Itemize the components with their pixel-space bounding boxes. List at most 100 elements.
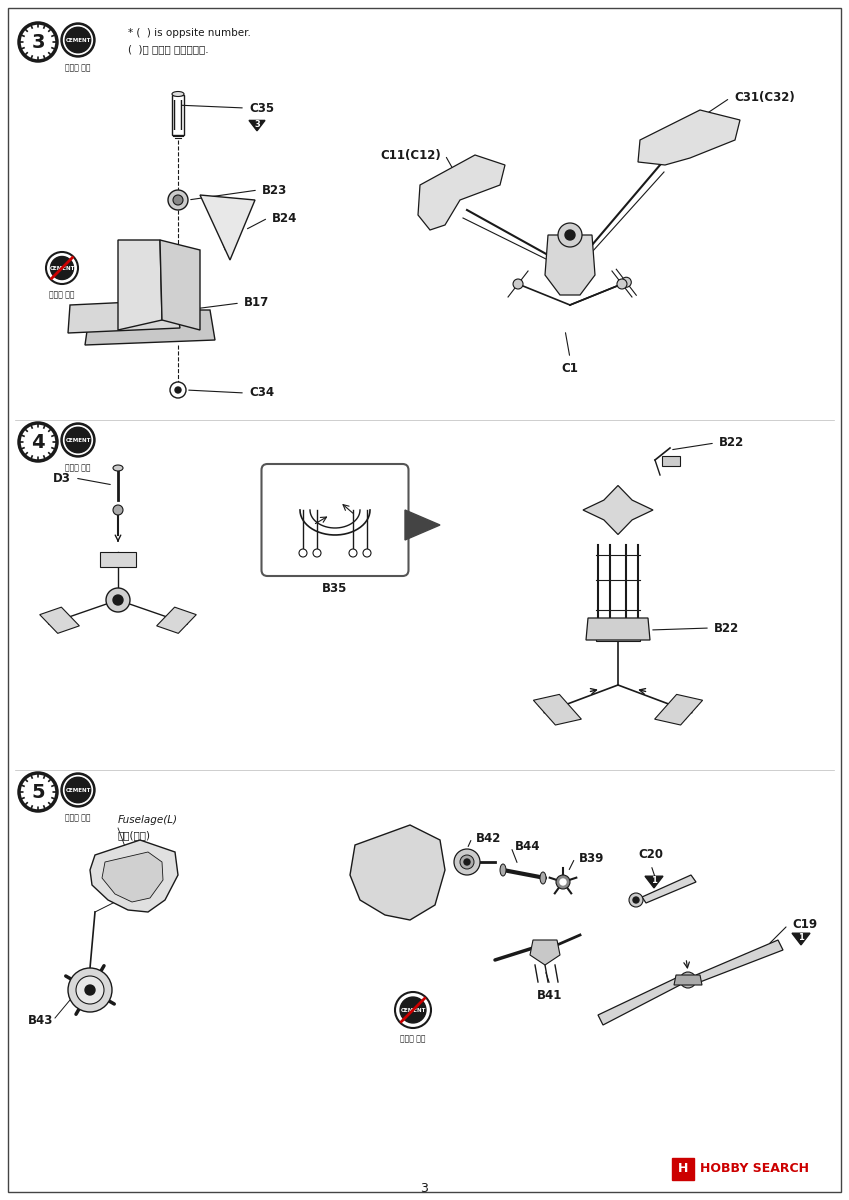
Circle shape bbox=[65, 778, 91, 803]
Polygon shape bbox=[645, 876, 663, 888]
Text: D3: D3 bbox=[53, 472, 71, 485]
Circle shape bbox=[61, 422, 95, 457]
Ellipse shape bbox=[500, 864, 506, 876]
Text: 1: 1 bbox=[798, 934, 804, 942]
Text: 접착제 사용: 접착제 사용 bbox=[65, 62, 91, 72]
FancyBboxPatch shape bbox=[261, 464, 408, 576]
Polygon shape bbox=[418, 155, 505, 230]
Text: (  )는 반대편 번호입니다.: ( )는 반대편 번호입니다. bbox=[128, 44, 209, 54]
Circle shape bbox=[113, 505, 123, 515]
Ellipse shape bbox=[540, 872, 546, 884]
Polygon shape bbox=[350, 826, 445, 920]
Text: B24: B24 bbox=[272, 211, 297, 224]
Text: B43: B43 bbox=[28, 1014, 53, 1026]
Circle shape bbox=[61, 23, 95, 56]
Circle shape bbox=[400, 997, 426, 1022]
Circle shape bbox=[113, 595, 123, 605]
Circle shape bbox=[48, 254, 76, 282]
Bar bbox=[672, 1158, 694, 1180]
Circle shape bbox=[19, 23, 57, 61]
Circle shape bbox=[106, 588, 130, 612]
Polygon shape bbox=[160, 240, 200, 330]
Circle shape bbox=[621, 277, 632, 287]
Circle shape bbox=[68, 968, 112, 1012]
Circle shape bbox=[617, 278, 627, 289]
Polygon shape bbox=[533, 695, 582, 725]
Circle shape bbox=[46, 252, 78, 284]
Circle shape bbox=[397, 995, 428, 1025]
Text: CEMENT: CEMENT bbox=[65, 438, 91, 443]
Circle shape bbox=[633, 898, 639, 902]
Circle shape bbox=[64, 775, 93, 804]
Circle shape bbox=[64, 25, 93, 54]
Text: B17: B17 bbox=[244, 296, 269, 310]
Polygon shape bbox=[100, 552, 136, 566]
Polygon shape bbox=[583, 486, 653, 534]
Polygon shape bbox=[405, 510, 440, 540]
Polygon shape bbox=[674, 974, 702, 985]
Circle shape bbox=[19, 773, 57, 811]
Circle shape bbox=[565, 230, 575, 240]
Text: 접착제 금지: 접착제 금지 bbox=[49, 290, 75, 299]
Text: 접착제 금지: 접착제 금지 bbox=[400, 1034, 425, 1043]
Circle shape bbox=[680, 972, 696, 988]
Text: CEMENT: CEMENT bbox=[49, 265, 75, 270]
Circle shape bbox=[25, 428, 52, 456]
Circle shape bbox=[558, 223, 582, 247]
Ellipse shape bbox=[113, 464, 123, 470]
Text: B39: B39 bbox=[579, 852, 604, 864]
Circle shape bbox=[299, 550, 307, 557]
Circle shape bbox=[65, 427, 91, 452]
Polygon shape bbox=[642, 875, 696, 902]
Polygon shape bbox=[156, 607, 196, 634]
Circle shape bbox=[25, 29, 52, 55]
Circle shape bbox=[168, 190, 188, 210]
Text: HOBBY SEARCH: HOBBY SEARCH bbox=[700, 1163, 809, 1176]
Polygon shape bbox=[696, 940, 783, 982]
Polygon shape bbox=[586, 618, 650, 640]
Text: 5: 5 bbox=[31, 782, 45, 802]
Polygon shape bbox=[40, 607, 79, 634]
Polygon shape bbox=[596, 630, 640, 642]
Circle shape bbox=[61, 773, 95, 806]
Text: 동체(좌측): 동체(좌측) bbox=[118, 830, 151, 840]
Text: * (  ) is oppsite number.: * ( ) is oppsite number. bbox=[128, 28, 250, 38]
Text: 3: 3 bbox=[420, 1182, 428, 1194]
Text: B22: B22 bbox=[714, 622, 739, 635]
Circle shape bbox=[560, 878, 566, 886]
Circle shape bbox=[513, 278, 523, 289]
Circle shape bbox=[629, 893, 643, 907]
Text: C19: C19 bbox=[792, 918, 817, 931]
Circle shape bbox=[175, 386, 181, 392]
Polygon shape bbox=[85, 310, 215, 346]
Text: C34: C34 bbox=[249, 386, 274, 400]
Circle shape bbox=[556, 875, 570, 889]
Text: B42: B42 bbox=[476, 832, 502, 845]
Circle shape bbox=[85, 985, 95, 995]
Circle shape bbox=[363, 550, 371, 557]
Text: C11(C12): C11(C12) bbox=[380, 149, 441, 162]
Text: B22: B22 bbox=[719, 437, 745, 450]
Circle shape bbox=[76, 976, 104, 1004]
Polygon shape bbox=[638, 110, 740, 164]
Polygon shape bbox=[598, 978, 680, 1025]
Text: C20: C20 bbox=[638, 848, 664, 862]
Polygon shape bbox=[655, 695, 703, 725]
Text: 접착제 사용: 접착제 사용 bbox=[65, 463, 91, 472]
Text: 1: 1 bbox=[651, 876, 657, 886]
Circle shape bbox=[464, 859, 470, 865]
Circle shape bbox=[64, 426, 93, 455]
Polygon shape bbox=[792, 934, 810, 944]
Text: 접착제 사용: 접착제 사용 bbox=[65, 814, 91, 822]
Text: C31(C32): C31(C32) bbox=[734, 91, 795, 104]
Text: H: H bbox=[678, 1163, 689, 1176]
Polygon shape bbox=[545, 235, 595, 295]
Polygon shape bbox=[118, 240, 162, 330]
Circle shape bbox=[19, 422, 57, 461]
Text: CEMENT: CEMENT bbox=[401, 1008, 425, 1013]
Text: B23: B23 bbox=[262, 184, 287, 197]
Circle shape bbox=[454, 850, 480, 875]
Polygon shape bbox=[249, 120, 265, 131]
Polygon shape bbox=[530, 940, 560, 965]
Text: C1: C1 bbox=[561, 362, 578, 374]
